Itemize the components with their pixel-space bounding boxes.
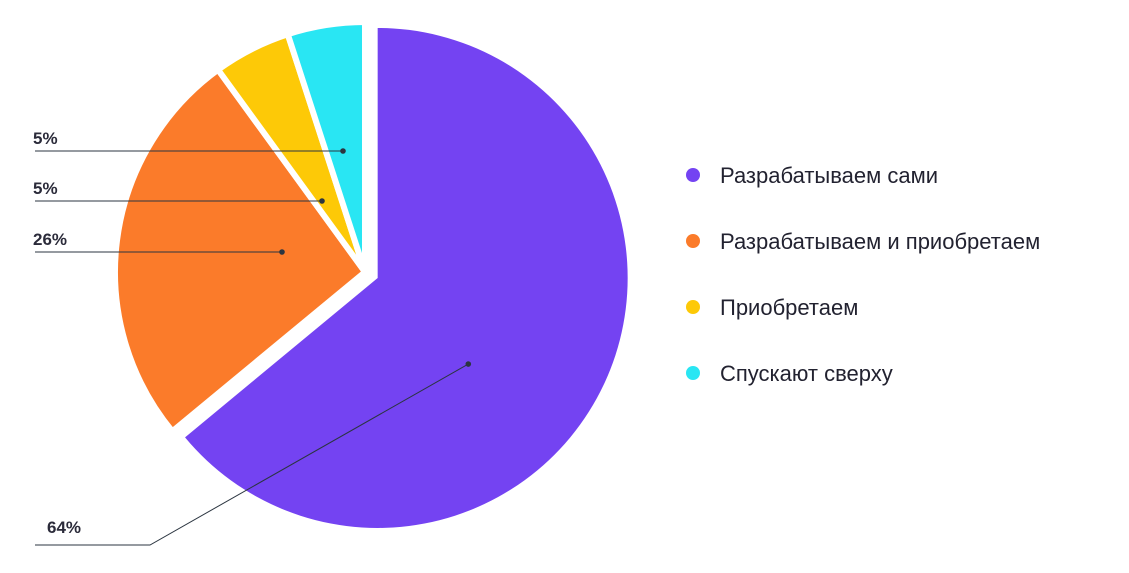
legend-label-4: Спускают сверху [720,361,893,386]
data-label-2: 26% [33,230,67,249]
pie-slices [112,18,628,528]
legend-label-1: Разрабатываем сами [720,163,938,188]
legend-marker-3 [686,300,700,314]
leader-dot-4 [340,148,346,154]
legend-label-3: Приобретаем [720,295,858,320]
data-label-1: 64% [47,518,81,537]
legend-label-2: Разрабатываем и приобретаем [720,229,1040,254]
data-label-4: 5% [33,129,58,148]
legend: Разрабатываем сами Разрабатываем и приобр… [686,163,1040,386]
data-labels: 64% 26% 5% 5% [33,129,81,537]
pie-slice-2 [112,65,370,436]
legend-marker-1 [686,168,700,182]
pie-slice-4 [283,18,368,273]
leader-dot-3 [319,198,325,204]
leader-lines [35,148,472,546]
leader-dot-2 [279,249,285,255]
legend-marker-2 [686,234,700,248]
legend-marker-4 [686,366,700,380]
leader-line-1 [35,363,469,546]
leader-dot-1 [465,361,472,367]
pie-slice-1 [185,27,628,528]
data-label-3: 5% [33,179,58,198]
